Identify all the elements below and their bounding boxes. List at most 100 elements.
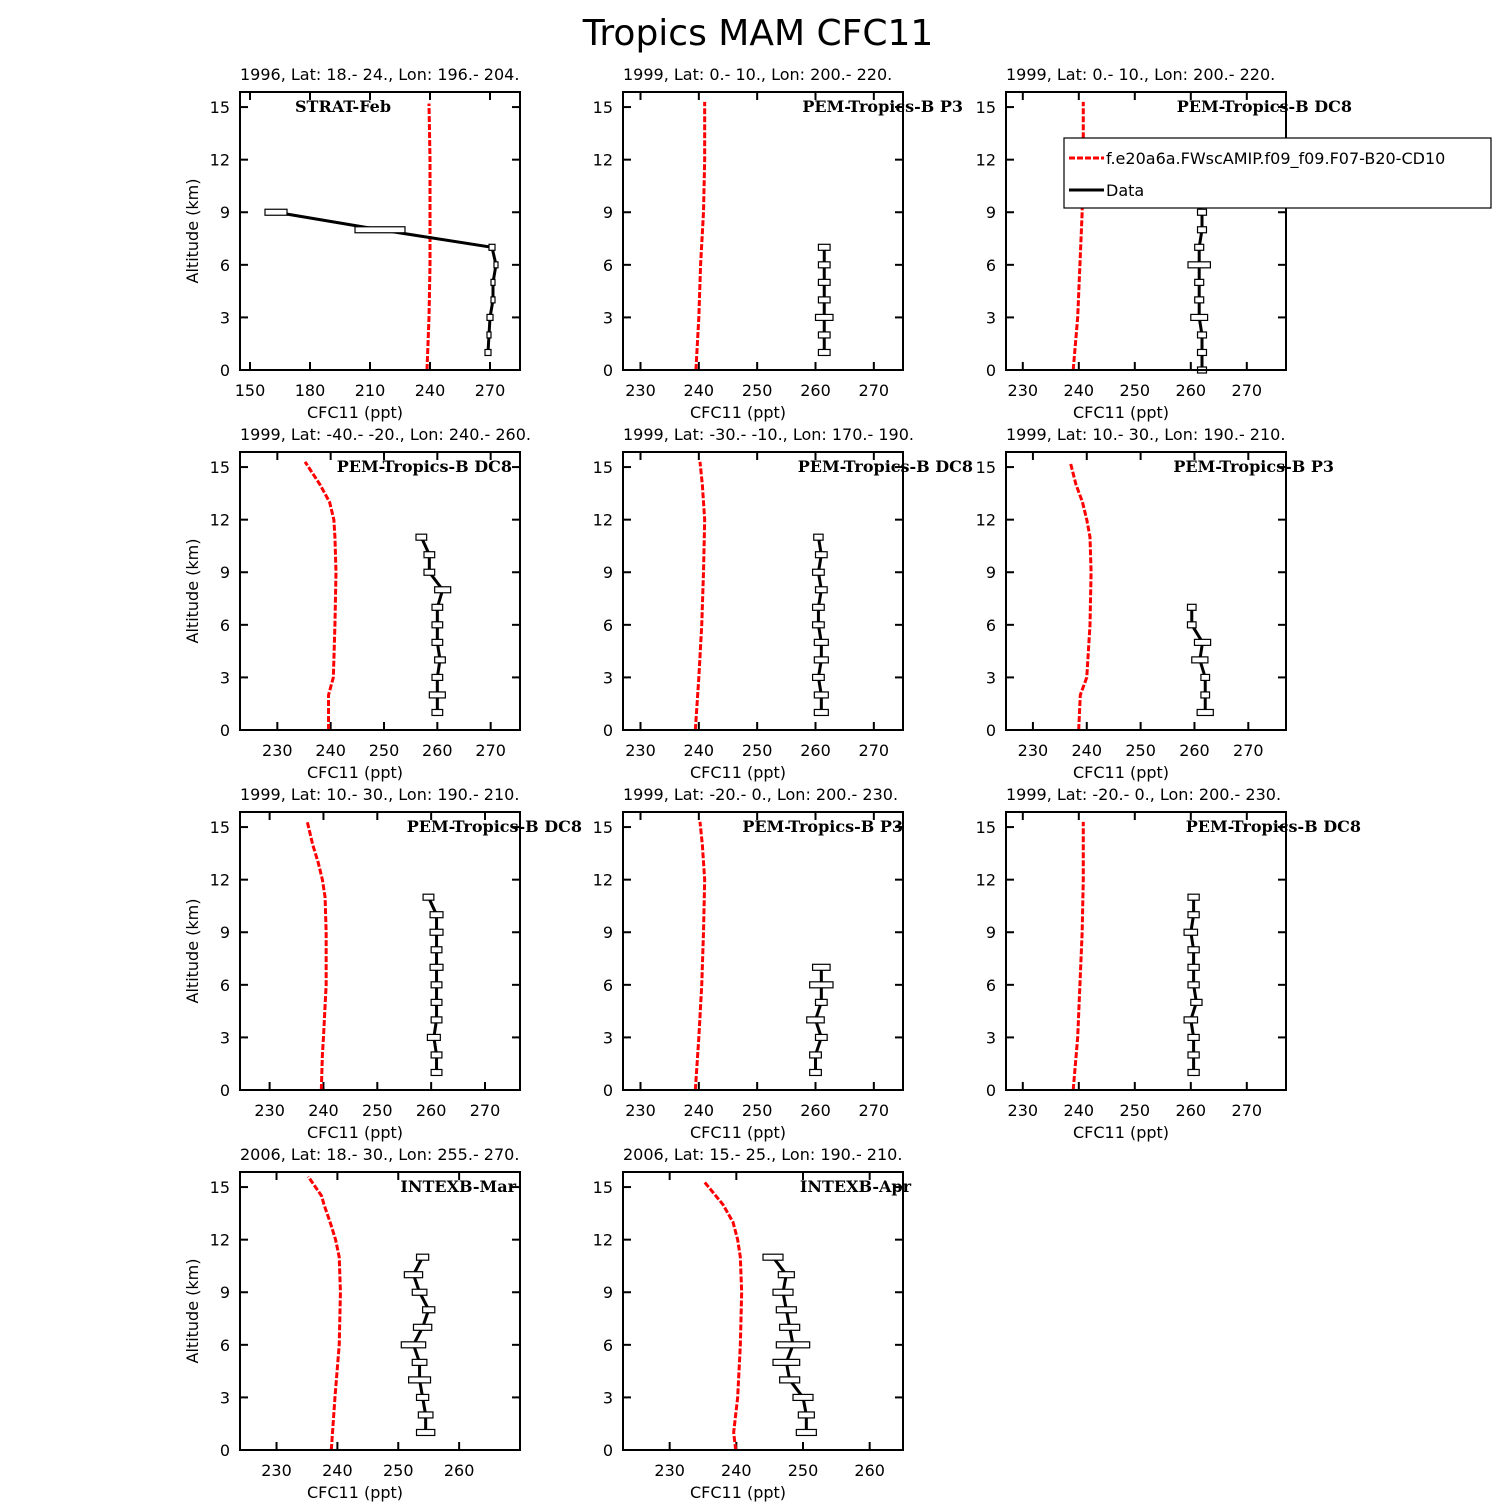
y-tick-label: 0: [220, 1441, 230, 1460]
error-box: [415, 1393, 430, 1402]
error-box: [775, 1306, 797, 1314]
x-tick-label: 240: [684, 381, 715, 400]
error-box: [1187, 1068, 1200, 1077]
x-tick-label: 250: [369, 741, 400, 760]
x-tick-label: 230: [654, 1461, 685, 1480]
x-axis-label: CFC11 (ppt): [1073, 763, 1169, 782]
y-tick-label: 15: [976, 98, 996, 117]
error-box: [426, 1033, 441, 1042]
error-box: [423, 568, 436, 576]
x-tick-label: 270: [859, 741, 890, 760]
x-tick-label: 270: [470, 1101, 501, 1120]
x-tick-label: 230: [625, 741, 656, 760]
x-tick-label: 250: [742, 1101, 773, 1120]
error-box: [1187, 1051, 1200, 1059]
plot-frame: [1005, 811, 1287, 1091]
plot-frame: [622, 451, 904, 731]
x-tick-label: 260: [800, 381, 831, 400]
y-tick-label: 9: [603, 923, 613, 942]
error-box: [795, 1428, 817, 1437]
y-tick-label: 15: [976, 818, 996, 837]
error-box: [817, 261, 831, 269]
error-box: [486, 313, 494, 322]
error-box: [428, 691, 446, 699]
error-box: [814, 551, 828, 559]
error-box: [411, 1358, 428, 1366]
error-box: [1196, 208, 1208, 216]
x-tick-label: 270: [1232, 1101, 1263, 1120]
y-tick-label: 3: [220, 1388, 230, 1407]
error-box: [1194, 296, 1205, 304]
y-tick-label: 12: [210, 511, 230, 530]
y-tick-label: 12: [210, 1231, 230, 1250]
y-tick-label: 15: [210, 98, 230, 117]
y-tick-label: 0: [220, 721, 230, 740]
x-axis-label: CFC11 (ppt): [690, 1123, 786, 1142]
panel-label: INTEXB-Apr: [800, 1177, 912, 1196]
model-line: [703, 1180, 744, 1451]
error-box: [354, 226, 406, 234]
y-tick-label: 6: [220, 256, 230, 275]
y-tick-label: 12: [593, 151, 613, 170]
y-axis-label: Altitude (km): [183, 179, 202, 284]
panel: 1996, Lat: 18.- 24., Lon: 196.- 204.150 1…: [183, 65, 521, 422]
y-tick-label: 9: [986, 203, 996, 222]
y-tick-label: 12: [976, 511, 996, 530]
y-tick-label: 15: [210, 1178, 230, 1197]
y-tick-label: 3: [603, 1028, 613, 1047]
plot-frame: [239, 91, 521, 371]
x-tick-label: 270: [475, 741, 506, 760]
error-box: [813, 533, 824, 541]
error-box: [813, 638, 829, 646]
model-line: [305, 821, 328, 1091]
error-box: [1193, 638, 1212, 646]
model-line: [1069, 463, 1093, 731]
error-box: [811, 963, 831, 971]
error-box: [809, 1068, 822, 1077]
x-axis-label: CFC11 (ppt): [307, 1123, 403, 1142]
error-box: [792, 1393, 814, 1402]
y-axis-label: Altitude (km): [183, 1259, 202, 1364]
error-box: [417, 1411, 434, 1419]
x-tick-label: 260: [854, 1461, 885, 1480]
y-tick-label: 0: [603, 721, 613, 740]
x-tick-label: 240: [684, 1101, 715, 1120]
error-box: [1187, 911, 1200, 919]
panel: 1999, Lat: -30.- -10., Lon: 170.- 190. 23…: [593, 425, 973, 782]
x-tick-label: 250: [1125, 741, 1156, 760]
y-tick-label: 12: [976, 871, 996, 890]
y-tick-label: 6: [603, 1336, 613, 1355]
error-box: [434, 656, 446, 664]
error-box: [817, 278, 831, 286]
error-box: [431, 708, 444, 717]
y-tick-label: 15: [210, 818, 230, 837]
error-box: [430, 981, 443, 989]
panel-title: 1999, Lat: -20.- 0., Lon: 200.- 230.: [1006, 785, 1281, 804]
y-tick-label: 15: [593, 98, 613, 117]
error-box: [1186, 603, 1197, 611]
y-tick-label: 9: [986, 923, 996, 942]
y-tick-label: 6: [603, 616, 613, 635]
x-tick-label: 270: [859, 1101, 890, 1120]
error-box: [429, 963, 444, 971]
error-box: [1187, 893, 1200, 901]
panel: 1999, Lat: -20.- 0., Lon: 200.- 230. 230 2…: [976, 785, 1361, 1142]
panel: 1999, Lat: 0.- 10., Lon: 200.- 220. 230 24…: [976, 65, 1492, 422]
error-box: [430, 946, 443, 954]
y-tick-label: 0: [986, 1081, 996, 1100]
error-box: [490, 296, 496, 304]
x-tick-label: 230: [625, 381, 656, 400]
error-box: [431, 621, 444, 629]
error-box: [1187, 261, 1211, 269]
x-tick-label: 260: [1176, 1101, 1207, 1120]
error-box: [484, 348, 492, 357]
error-box: [1190, 998, 1203, 1006]
panel: 2006, Lat: 15.- 25., Lon: 190.- 210. 230 2…: [593, 1145, 912, 1502]
x-tick-label: 270: [475, 381, 506, 400]
error-box: [1186, 621, 1197, 629]
panel-title: 1999, Lat: 0.- 10., Lon: 200.- 220.: [1006, 65, 1275, 84]
y-tick-label: 6: [986, 256, 996, 275]
error-box: [430, 1051, 443, 1059]
panel: 1999, Lat: 10.- 30., Lon: 190.- 210. 230 2…: [183, 785, 582, 1142]
x-axis-label: CFC11 (ppt): [690, 1483, 786, 1502]
